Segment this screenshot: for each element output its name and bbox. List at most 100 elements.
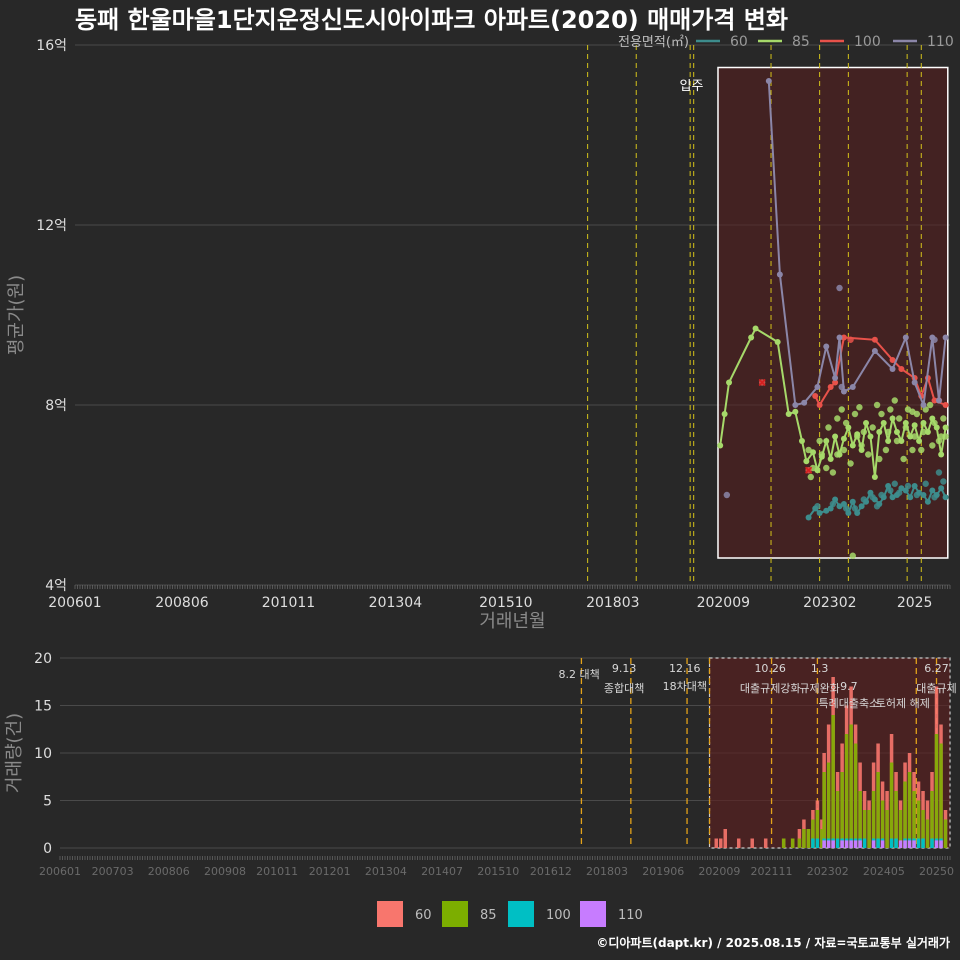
price-scatter-85 [865,451,872,458]
price-scatter-85 [825,424,832,431]
volume-bar-110 [880,840,885,848]
price-scatter-85 [911,433,918,440]
price-point-85 [898,438,905,444]
price-scatter-85 [851,410,859,418]
price-point-110 [871,348,878,354]
volume-bar-100 [894,838,898,848]
volume-bar-60 [750,838,754,848]
price-point-110 [801,399,808,406]
price-x-tick: 201510 [479,595,532,611]
price-scatter-85 [882,446,890,454]
volume-bar-60 [723,829,728,848]
volume-x-tick: 20250 [919,865,954,878]
policy-annotation-text: 토허제 해제 [876,696,930,710]
price-x-title: 거래년월 [479,611,545,632]
volume-x-tick: 202405 [863,865,905,878]
price-x-tick: 201304 [369,595,423,611]
price-point-85 [907,433,914,440]
policy-annotation-date: 12.16 [669,662,701,675]
price-scatter-85 [918,446,925,454]
volume-bar-110 [831,840,835,848]
volume-bar-110 [907,840,912,848]
volume-bar-85 [831,715,835,848]
policy-annotation-text: 특례대출축소 [818,697,879,710]
price-point-85 [785,411,792,417]
volume-bar-100 [862,838,867,848]
policy-annotation-text: 규제완화 [799,682,839,695]
volume-bar-100 [815,838,820,848]
volume-bar-85 [889,762,894,848]
price-scatter-100 [847,336,854,343]
price-point-85 [867,433,874,440]
price-point-85 [721,411,728,417]
price-point-110 [902,334,909,341]
price-point-110 [776,271,783,278]
price-point-100 [889,357,896,363]
volume-bar-85 [903,781,907,848]
price-point-85 [717,442,724,449]
volume-bar-60 [719,838,723,848]
price-point-100 [871,336,878,343]
policy-annotation-text: 18차대책 [663,680,707,693]
volume-bar-85 [844,734,849,848]
volume-bar-85 [826,762,831,848]
price-scatter-85 [878,410,885,418]
volume-bar-85 [806,829,811,848]
price-point-100 [931,397,938,404]
price-y-tick: 16억 [36,38,67,54]
volume-legend-swatch-110 [580,901,606,927]
policy-annotation-date: 10.26 [754,662,786,675]
volume-bar-60 [763,838,768,848]
cancelled-deal-marker [805,466,813,474]
volume-y-tick: 5 [43,794,52,810]
volume-x-tick: 201803 [586,865,628,878]
volume-bar-85 [781,838,786,848]
volume-legend-label-100: 100 [546,908,571,923]
price-point-85 [871,474,878,480]
price-highlight-box [717,66,949,559]
price-scatter-85 [876,455,883,463]
volume-bar-85 [939,743,943,848]
price-scatter-60 [829,500,837,508]
volume-bar-110 [853,840,858,848]
price-point-60 [920,492,927,498]
price-point-85 [924,429,931,435]
policy-annotation-text: 대출규제강화 [740,682,801,695]
price-point-110 [823,343,830,350]
volume-bar-85 [811,819,815,848]
volume-bar-85 [858,791,862,848]
price-point-85 [792,408,799,415]
volume-bar-85 [921,810,925,848]
price-series-60 [805,469,949,521]
price-point-110 [920,402,927,408]
price-point-60 [823,507,830,514]
price-scatter-110 [838,383,845,391]
price-scatter-85 [818,451,826,458]
price-point-110 [935,397,942,404]
volume-bar-85 [862,810,867,848]
policy-annotation-date: 8.2 대책 [559,668,600,681]
volume-legend: 60 85 100 110 [377,901,643,927]
price-point-100 [942,402,949,408]
volume-legend-swatch-100 [508,901,534,927]
price-point-110 [832,375,839,381]
volume-bar-85 [867,810,871,848]
price-point-60 [805,514,812,521]
price-point-85 [893,429,900,435]
volume-bar-100 [921,838,925,848]
price-point-60 [907,494,914,501]
volume-bar-85 [925,819,930,848]
volume-bar-85 [853,743,858,848]
cancelled-deal-marker [758,378,766,387]
volume-bar-85 [871,791,876,848]
legend-label-110: 110 [927,34,954,50]
policy-annotation-text: 대출규제 [916,682,956,695]
volume-bar-110 [898,840,903,848]
price-scatter-85 [847,460,854,467]
price-point-60 [858,503,865,510]
volume-bar-110 [822,840,826,848]
price-scatter-110 [723,491,731,499]
price-scatter-85 [834,451,841,458]
price-scatter-85 [909,408,916,415]
